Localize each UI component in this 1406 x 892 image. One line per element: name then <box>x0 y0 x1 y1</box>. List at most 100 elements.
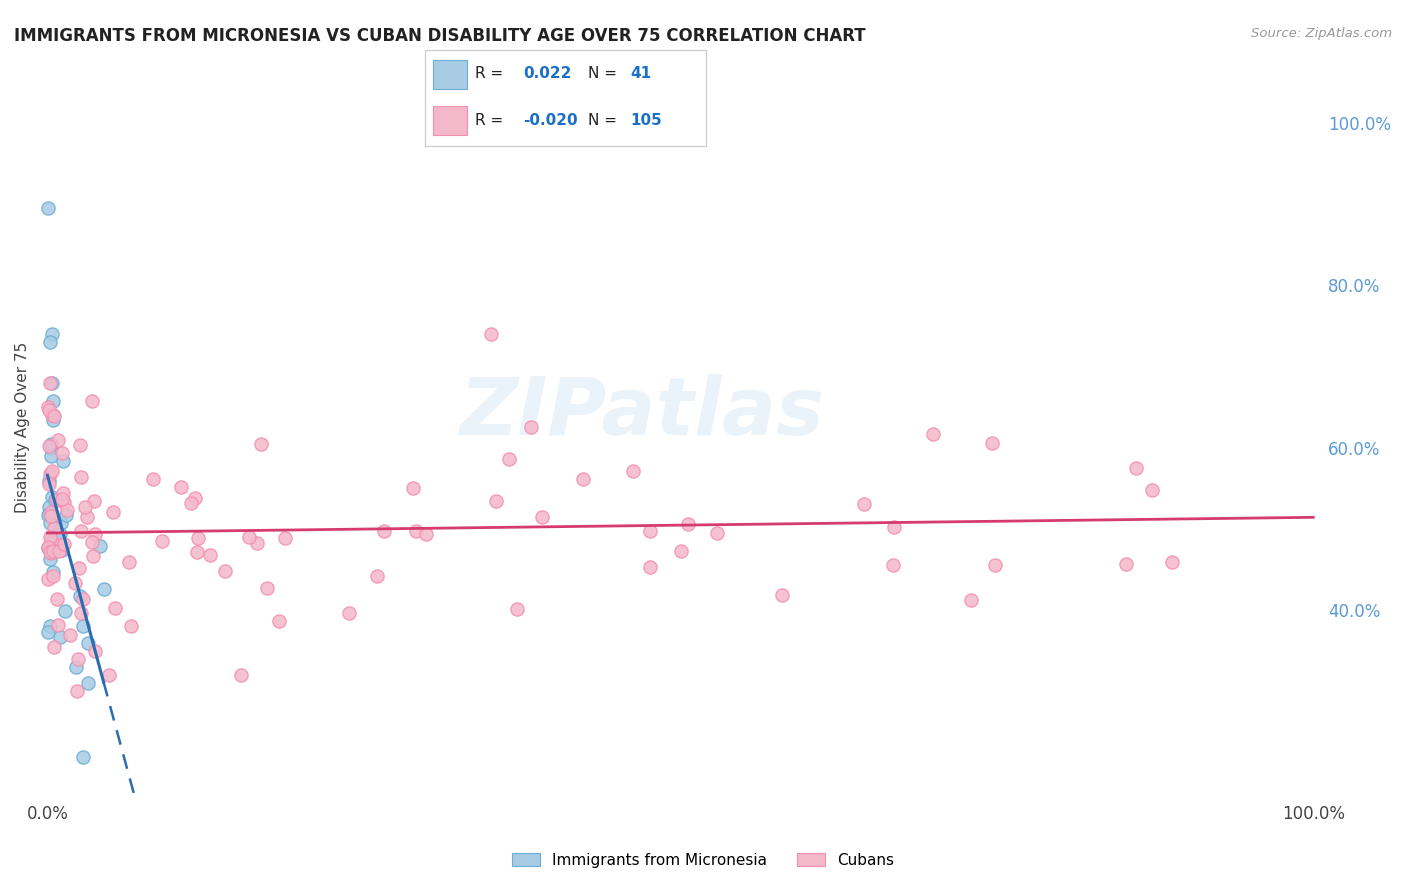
Point <box>256 582 278 596</box>
Point <box>82 534 104 549</box>
Point <box>37 572 59 586</box>
Point <box>41 408 63 422</box>
Point <box>39 505 62 519</box>
Point <box>883 520 905 534</box>
Point <box>37 508 59 523</box>
Point <box>39 436 62 450</box>
Point <box>69 606 91 620</box>
Point <box>520 419 543 434</box>
Point <box>39 509 62 524</box>
Point <box>82 549 104 563</box>
Point <box>48 543 70 558</box>
Point <box>80 393 103 408</box>
Point <box>41 326 63 341</box>
Point <box>89 539 111 553</box>
Point <box>366 569 388 583</box>
Point <box>48 538 70 552</box>
Point <box>41 565 63 579</box>
Point <box>37 540 59 554</box>
Point <box>1125 460 1147 475</box>
Point <box>38 376 60 390</box>
Point <box>77 676 100 690</box>
Point <box>479 326 502 341</box>
Point <box>59 627 82 641</box>
Y-axis label: Disability Age Over 75: Disability Age Over 75 <box>15 342 30 513</box>
Point <box>676 517 699 532</box>
Point <box>640 524 662 538</box>
Point <box>46 492 69 507</box>
Point <box>83 644 105 658</box>
Point <box>46 433 69 447</box>
Point <box>66 652 89 666</box>
Point <box>38 439 60 453</box>
Point <box>41 538 63 552</box>
Point <box>506 601 529 615</box>
Point <box>65 660 87 674</box>
Point <box>98 668 121 682</box>
Point <box>38 500 60 515</box>
Point <box>120 619 142 633</box>
Point <box>498 451 520 466</box>
Point <box>246 536 269 550</box>
Point <box>39 542 62 557</box>
Point <box>76 636 98 650</box>
Point <box>52 486 75 500</box>
Point <box>42 544 65 558</box>
Point <box>485 494 508 508</box>
Point <box>621 464 644 478</box>
Point <box>184 491 207 505</box>
Point <box>48 631 70 645</box>
Point <box>39 546 62 560</box>
Point <box>1161 555 1184 569</box>
Point <box>49 540 72 554</box>
Point <box>72 591 94 606</box>
Point <box>39 535 62 549</box>
Point <box>42 568 65 582</box>
Point <box>373 524 395 539</box>
Point <box>69 438 91 452</box>
Point <box>671 544 693 558</box>
Point <box>41 464 63 478</box>
Point <box>39 532 62 546</box>
Point <box>53 604 76 618</box>
Point <box>38 619 60 633</box>
Point <box>39 551 62 566</box>
Point <box>51 492 73 507</box>
Point <box>922 426 945 441</box>
Point <box>1142 483 1164 498</box>
Point <box>706 525 728 540</box>
Point <box>274 531 297 545</box>
Point <box>415 527 437 541</box>
Point <box>48 618 70 632</box>
Point <box>44 521 66 535</box>
Point <box>41 408 63 422</box>
Point <box>187 531 209 545</box>
Point <box>250 436 273 450</box>
Point <box>56 503 79 517</box>
Point <box>38 403 60 417</box>
Point <box>42 409 65 424</box>
Point <box>84 527 107 541</box>
Point <box>984 558 1007 573</box>
Point <box>37 400 59 414</box>
Point <box>45 529 67 543</box>
Point <box>39 516 62 530</box>
Point <box>53 494 76 508</box>
Text: Source: ZipAtlas.com: Source: ZipAtlas.com <box>1251 27 1392 40</box>
Point <box>770 588 793 602</box>
Point <box>180 496 202 510</box>
Point <box>70 470 93 484</box>
Point <box>198 548 221 562</box>
Point <box>41 376 63 390</box>
Point <box>186 544 208 558</box>
Point <box>51 446 73 460</box>
Point <box>118 555 141 569</box>
Point <box>39 545 62 559</box>
Legend: Immigrants from Micronesia, Cubans: Immigrants from Micronesia, Cubans <box>505 845 901 875</box>
Point <box>229 668 252 682</box>
Point <box>853 497 876 511</box>
Point <box>38 476 60 491</box>
Point <box>337 606 360 620</box>
Point <box>960 593 983 607</box>
Point <box>51 543 73 558</box>
